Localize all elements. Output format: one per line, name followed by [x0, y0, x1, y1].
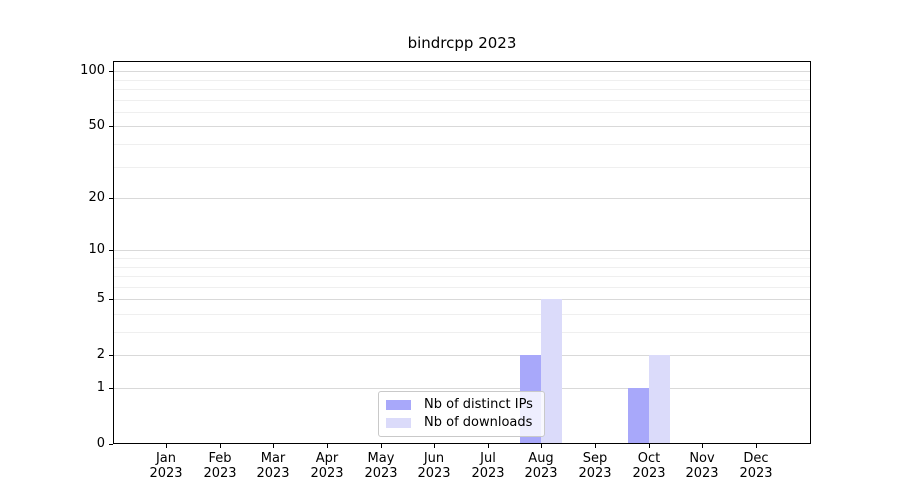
y-tick-label: 5 — [96, 291, 105, 306]
gridline-minor — [114, 276, 810, 278]
gridline-minor — [114, 286, 810, 288]
bar-oct-distinct-ips — [627, 388, 649, 443]
chart-title: bindrcpp 2023 — [407, 34, 517, 52]
legend-label-distinct-ips: Nb of distinct IPs — [424, 397, 533, 412]
x-tick-label: Jan 2023 — [149, 451, 183, 481]
x-tick-label: Dec 2023 — [739, 451, 773, 481]
x-tick-label: Jun 2023 — [417, 451, 451, 481]
gridline-minor — [114, 89, 810, 91]
x-tick-label: Aug 2023 — [524, 451, 558, 481]
legend-label-downloads: Nb of downloads — [424, 415, 533, 430]
y-tick-label: 20 — [88, 190, 105, 205]
gridline-major — [114, 71, 810, 73]
legend-item-downloads: Nb of downloads — [386, 414, 544, 432]
x-tick-label: Sep 2023 — [578, 451, 612, 481]
gridline-major — [114, 388, 810, 389]
gridline-minor — [114, 332, 810, 334]
y-tick-mark — [109, 71, 113, 72]
y-tick-label: 0 — [96, 436, 105, 451]
x-tick-label: Mar 2023 — [256, 451, 290, 481]
x-tick-mark — [381, 444, 382, 448]
x-tick-mark — [756, 444, 757, 448]
y-tick-mark — [109, 444, 113, 445]
x-tick-label: Feb 2023 — [203, 451, 237, 481]
plot-area — [113, 61, 811, 444]
x-tick-mark — [220, 444, 221, 448]
y-tick-label: 1 — [96, 380, 105, 395]
x-tick-label: Nov 2023 — [685, 451, 719, 481]
x-tick-label: Oct 2023 — [632, 451, 666, 481]
gridline-minor — [114, 111, 810, 113]
legend-item-distinct-ips: Nb of distinct IPs — [386, 396, 544, 414]
gridline-major — [114, 299, 810, 301]
x-tick-label: May 2023 — [364, 451, 398, 481]
gridline-minor — [114, 144, 810, 146]
legend-swatch-distinct-ips — [386, 400, 411, 410]
y-tick-mark — [109, 299, 113, 300]
bar-aug-downloads — [541, 299, 563, 443]
gridline-minor — [114, 313, 810, 315]
gridline-major — [114, 355, 810, 357]
x-tick-label: Jul 2023 — [471, 451, 505, 481]
gridline-minor — [114, 258, 810, 259]
gridline-minor — [114, 166, 810, 168]
y-tick-mark — [109, 198, 113, 199]
x-tick-mark — [595, 444, 596, 448]
x-tick-mark — [649, 444, 650, 448]
y-tick-mark — [109, 355, 113, 356]
y-tick-mark — [109, 250, 113, 251]
gridline-major — [114, 126, 810, 128]
y-tick-mark — [109, 388, 113, 389]
x-tick-mark — [541, 444, 542, 448]
legend-swatch-downloads — [386, 418, 411, 428]
x-tick-mark — [702, 444, 703, 448]
x-tick-mark — [488, 444, 489, 448]
gridline-minor — [114, 266, 810, 268]
x-tick-mark — [166, 444, 167, 448]
x-tick-mark — [327, 444, 328, 448]
y-tick-label: 10 — [88, 242, 105, 257]
y-tick-label: 2 — [96, 347, 105, 362]
gridline-minor — [114, 99, 810, 101]
x-tick-label: Apr 2023 — [310, 451, 344, 481]
x-tick-mark — [273, 444, 274, 448]
gridline-major — [114, 198, 810, 200]
gridline-major — [114, 250, 810, 252]
y-tick-label: 50 — [88, 118, 105, 133]
gridline-minor — [114, 79, 810, 81]
legend: Nb of distinct IPs Nb of downloads — [378, 391, 545, 437]
y-tick-mark — [109, 126, 113, 127]
x-tick-mark — [434, 444, 435, 448]
bar-oct-downloads — [648, 355, 670, 443]
y-tick-label: 100 — [80, 63, 105, 78]
